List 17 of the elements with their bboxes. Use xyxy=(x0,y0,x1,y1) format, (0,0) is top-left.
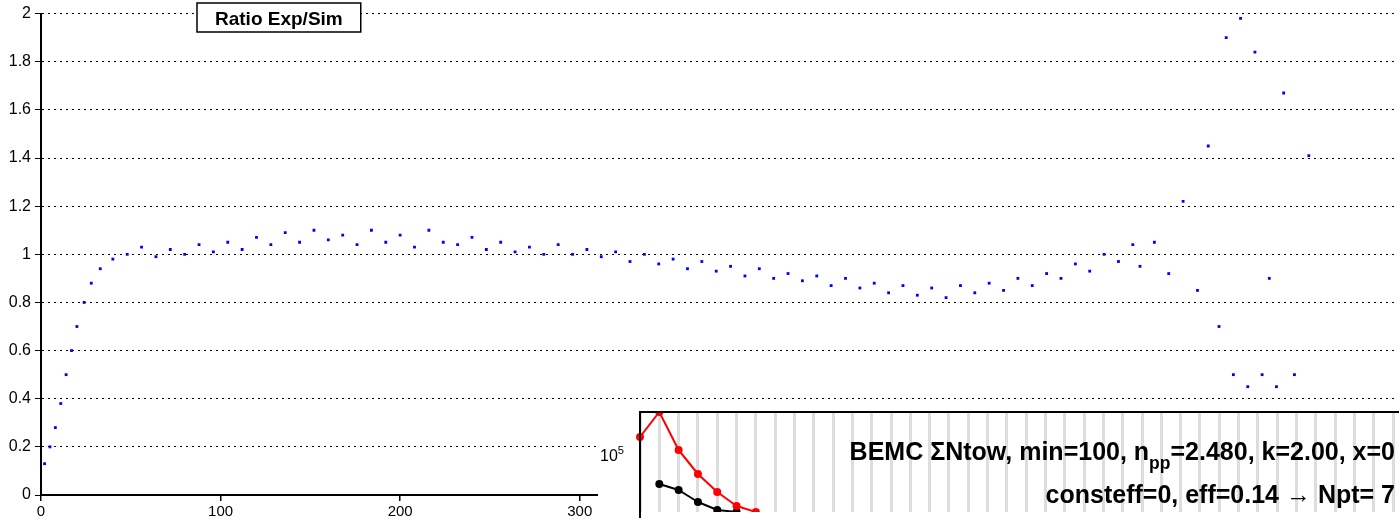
y-tick-label: 0.6 xyxy=(8,340,32,358)
annotation: consteff=0, eff=0.14 → Npt= 7 xyxy=(1045,480,1396,508)
y-tick-label: 1 xyxy=(22,244,32,262)
x-tick-label: 0 xyxy=(36,502,46,518)
y-tick-label: 0.8 xyxy=(8,292,32,310)
y-tick-label: 1.6 xyxy=(8,100,32,118)
y-tick-label: 0 xyxy=(22,485,32,503)
x-tick-label: 300 xyxy=(567,502,593,518)
y-tick-label: 1.2 xyxy=(8,196,32,214)
chart-title: Ratio Exp/Sim xyxy=(215,8,343,29)
x-tick-label: 200 xyxy=(387,502,413,518)
y-tick-label: 1.4 xyxy=(8,148,32,166)
y-tick-label: 0.2 xyxy=(8,437,32,455)
y-tick-label: 0.4 xyxy=(8,389,32,407)
y-tick-label: 2 xyxy=(22,4,32,22)
y-tick-label: 1.8 xyxy=(8,52,32,70)
x-tick-label: 100 xyxy=(208,502,234,518)
